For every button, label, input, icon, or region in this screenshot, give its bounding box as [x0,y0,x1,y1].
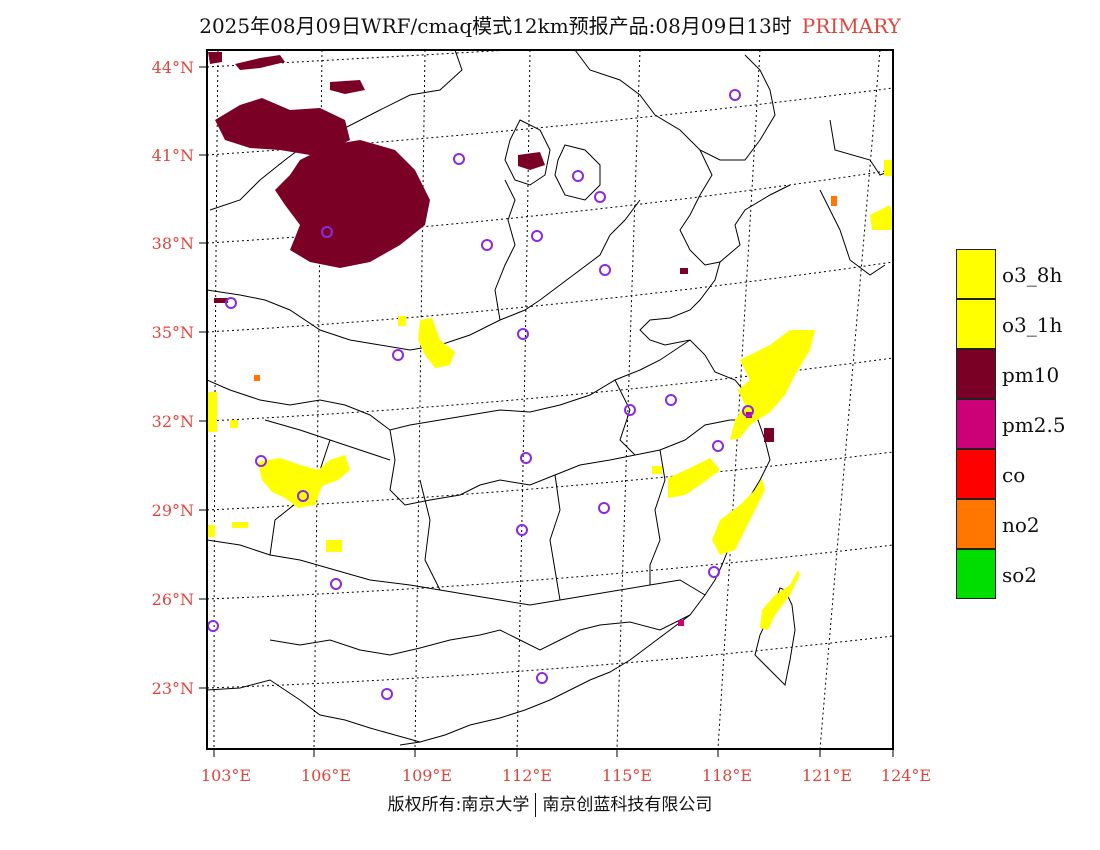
lat-label-32: 32°N [152,412,194,431]
lat-label-35: 35°N [152,323,194,342]
legend-swatch [956,549,996,599]
lon-label-124: 124°E [881,766,931,785]
lat-label-26: 26°N [152,590,194,609]
copyright-left: 版权所有:南京大学 [387,795,530,815]
legend-item-o3-1h: o3_1h [956,299,1100,349]
legend-swatch [956,499,996,549]
legend-swatch [956,399,996,449]
lon-label-121: 121°E [802,766,852,785]
legend-item-pm25: pm2.5 [956,399,1100,449]
pm10-regions [208,52,774,442]
legend-item-pm10: pm10 [956,349,1100,399]
legend-swatch [956,299,996,349]
legend-item-co: co [956,449,1100,499]
legend-label: o3_1h [1002,313,1063,337]
lon-label-118: 118°E [702,766,752,785]
legend-swatch [956,349,996,399]
map-title-text: 2025年08月09日WRF/cmaq模式12km预报产品:08月09日13时 [199,14,792,38]
copyright-right: 南京创蓝科技有限公司 [542,795,713,815]
legend: o3_8h o3_1h pm10 pm2.5 co no2 so2 [956,249,1100,599]
legend-label: so2 [1002,563,1038,587]
legend-swatch [956,449,996,499]
lat-ticks [199,66,207,689]
lon-labels: 103°E 106°E 109°E 112°E 115°E 118°E 121°… [201,766,931,785]
station-markers [207,89,754,700]
lon-label-115: 115°E [602,766,652,785]
graticule [207,50,893,749]
lon-label-106: 106°E [301,766,351,785]
lon-label-112: 112°E [502,766,552,785]
lat-label-44: 44°N [152,58,194,77]
map-frame [206,49,894,750]
lat-labels: 44°N 41°N 38°N 35°N 32°N 29°N 26°N 23°N [152,58,194,698]
primary-tag: PRIMARY [801,14,901,38]
legend-label: o3_8h [1002,263,1063,287]
lat-label-41: 41°N [152,146,194,165]
legend-label: pm2.5 [1002,413,1066,437]
no2-regions [254,196,837,381]
lat-label-38: 38°N [152,234,194,253]
legend-swatch [956,249,996,299]
footer-divider [535,793,537,817]
map-content [207,50,893,749]
legend-label: pm10 [1002,363,1060,387]
lon-ticks [213,749,894,757]
map-title: 2025年08月09日WRF/cmaq模式12km预报产品:08月09日13时 P… [0,10,1100,39]
legend-item-no2: no2 [956,499,1100,549]
legend-label: no2 [1002,513,1040,537]
lon-label-109: 109°E [402,766,452,785]
lat-label-29: 29°N [152,501,194,520]
legend-item-o3-8h: o3_8h [956,249,1100,299]
legend-item-so2: so2 [956,549,1100,599]
lat-label-23: 23°N [152,679,194,698]
legend-label: co [1002,463,1026,487]
lon-label-103: 103°E [201,766,251,785]
copyright-footer: 版权所有:南京大学 南京创蓝科技有限公司 [0,790,1100,817]
